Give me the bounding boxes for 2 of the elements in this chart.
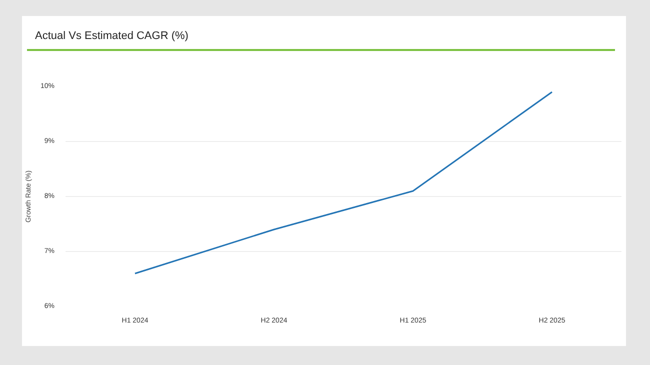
line-series	[134, 91, 553, 274]
chart-title: Actual Vs Estimated CAGR (%)	[35, 29, 188, 44]
